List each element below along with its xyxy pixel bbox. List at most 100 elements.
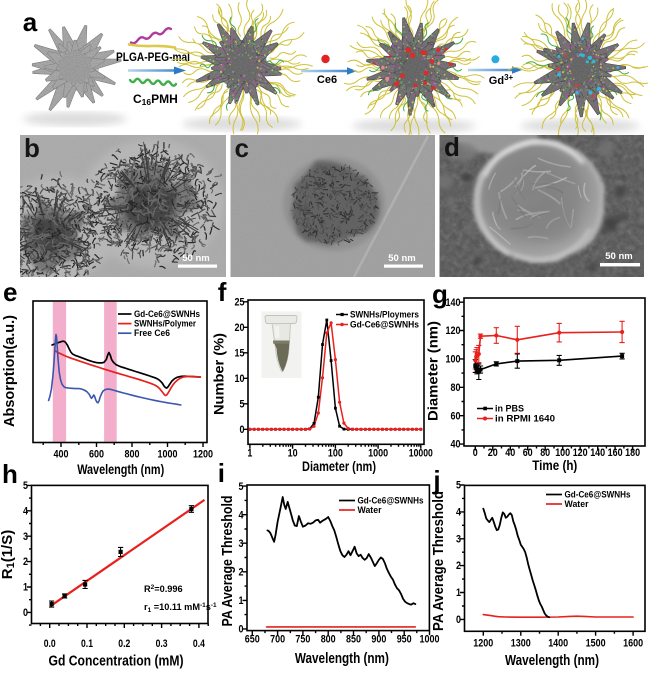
svg-text:100: 100: [328, 448, 343, 460]
svg-text:20: 20: [235, 322, 245, 334]
svg-text:50 nm: 50 nm: [605, 251, 632, 262]
svg-text:20: 20: [488, 447, 498, 459]
svg-text:Gd-Ce6@SWNHs: Gd-Ce6@SWNHs: [350, 320, 419, 330]
svg-text:60: 60: [523, 447, 533, 459]
svg-text:Water: Water: [565, 499, 589, 509]
svg-text:0: 0: [456, 614, 461, 626]
svg-text:Diameter (nm): Diameter (nm): [302, 459, 376, 474]
svg-text:100: 100: [555, 447, 570, 459]
svg-text:Gd Concentration (mM): Gd Concentration (mM): [49, 654, 184, 670]
svg-text:800: 800: [125, 449, 140, 461]
svg-text:2: 2: [456, 560, 461, 572]
svg-text:i: i: [218, 458, 225, 488]
svg-text:100: 100: [446, 354, 461, 366]
svg-text:0: 0: [23, 607, 28, 619]
svg-text:d: d: [444, 132, 460, 162]
svg-text:Time (h): Time (h): [532, 457, 577, 473]
svg-text:180: 180: [625, 447, 640, 459]
svg-text:1000: 1000: [420, 634, 440, 646]
svg-text:Wavelength (nm): Wavelength (nm): [295, 651, 389, 667]
svg-text:1500: 1500: [586, 638, 606, 650]
svg-text:4: 4: [456, 507, 461, 519]
svg-text:Gd-Ce6@SWNHs: Gd-Ce6@SWNHs: [565, 490, 631, 500]
svg-text:PLGA-PEG-mal: PLGA-PEG-mal: [116, 52, 190, 64]
svg-text:1400: 1400: [548, 638, 568, 650]
svg-text:c: c: [235, 133, 249, 163]
svg-text:PA Average Threshold: PA Average Threshold: [220, 496, 236, 627]
svg-text:650: 650: [245, 634, 260, 646]
svg-text:r1 =10.11 mM-1s-1: r1 =10.11 mM-1s-1: [144, 602, 217, 614]
svg-text:10: 10: [288, 448, 298, 460]
svg-text:25: 25: [235, 296, 245, 308]
svg-text:10: 10: [235, 373, 245, 385]
svg-text:3: 3: [23, 531, 28, 543]
svg-text:1200: 1200: [193, 449, 213, 461]
svg-text:h: h: [2, 459, 18, 489]
svg-text:0: 0: [239, 624, 244, 636]
svg-text:Wavelength (nm): Wavelength (nm): [505, 653, 599, 669]
svg-text:Number (%): Number (%): [212, 333, 227, 415]
svg-text:3: 3: [239, 538, 244, 550]
svg-text:400: 400: [54, 449, 69, 461]
svg-text:900: 900: [371, 634, 386, 646]
svg-text:0.2: 0.2: [118, 638, 130, 650]
svg-text:600: 600: [89, 449, 104, 461]
svg-text:1000: 1000: [158, 449, 178, 461]
svg-text:g: g: [432, 279, 448, 309]
svg-text:1600: 1600: [623, 638, 643, 650]
svg-text:0: 0: [473, 447, 478, 459]
svg-text:1: 1: [23, 582, 28, 594]
svg-text:0: 0: [240, 424, 245, 436]
svg-text:4: 4: [239, 509, 244, 521]
svg-text:in PBS: in PBS: [495, 404, 524, 415]
svg-text:a: a: [23, 7, 38, 37]
svg-text:1: 1: [247, 448, 252, 460]
svg-text:0.3: 0.3: [156, 638, 168, 650]
svg-text:50 nm: 50 nm: [182, 253, 209, 264]
svg-text:Absorption(a.u.): Absorption(a.u.): [2, 315, 18, 427]
svg-text:40: 40: [451, 439, 461, 451]
svg-text:80: 80: [540, 447, 550, 459]
svg-text:4: 4: [23, 505, 28, 517]
svg-text:Ce6: Ce6: [317, 74, 337, 86]
svg-text:1000: 1000: [368, 448, 388, 460]
svg-text:850: 850: [346, 634, 361, 646]
svg-text:Diameter (nm): Diameter (nm): [426, 321, 441, 421]
svg-text:R2=0.996: R2=0.996: [144, 584, 183, 594]
svg-text:f: f: [218, 277, 227, 307]
svg-text:0.1: 0.1: [81, 638, 93, 650]
svg-text:700: 700: [270, 634, 285, 646]
svg-text:140: 140: [590, 447, 605, 459]
svg-text:80: 80: [451, 382, 461, 394]
svg-text:1200: 1200: [473, 638, 493, 650]
svg-text:j: j: [432, 465, 440, 495]
svg-text:5: 5: [239, 481, 244, 493]
svg-text:15: 15: [235, 347, 245, 359]
svg-text:50 nm: 50 nm: [388, 253, 415, 264]
svg-text:3: 3: [456, 533, 461, 545]
svg-text:b: b: [24, 133, 40, 163]
svg-text:in RPMI 1640: in RPMI 1640: [495, 414, 555, 425]
svg-text:1: 1: [456, 587, 461, 599]
svg-text:1300: 1300: [511, 638, 531, 650]
svg-text:120: 120: [446, 325, 461, 337]
svg-text:SWNHs/Ploymers: SWNHs/Ploymers: [350, 310, 419, 320]
svg-text:R1(1/S): R1(1/S): [0, 530, 17, 579]
svg-text:40: 40: [505, 447, 515, 459]
svg-text:1: 1: [239, 595, 244, 607]
svg-text:Water: Water: [358, 505, 382, 515]
svg-text:SWNHs/Polymer: SWNHs/Polymer: [134, 319, 196, 329]
svg-text:2: 2: [239, 566, 244, 578]
svg-text:e: e: [3, 277, 17, 307]
svg-text:160: 160: [608, 447, 623, 459]
svg-text:5: 5: [23, 480, 28, 492]
svg-text:0.0: 0.0: [44, 638, 56, 650]
svg-text:C16PMH: C16PMH: [133, 92, 178, 107]
svg-text:60: 60: [451, 410, 461, 422]
svg-text:140: 140: [446, 297, 461, 309]
svg-text:PA Average Threshold: PA Average Threshold: [431, 491, 447, 631]
svg-text:750: 750: [295, 634, 310, 646]
svg-text:2: 2: [23, 556, 28, 568]
svg-text:120: 120: [573, 447, 588, 459]
svg-text:10000: 10000: [409, 448, 433, 460]
